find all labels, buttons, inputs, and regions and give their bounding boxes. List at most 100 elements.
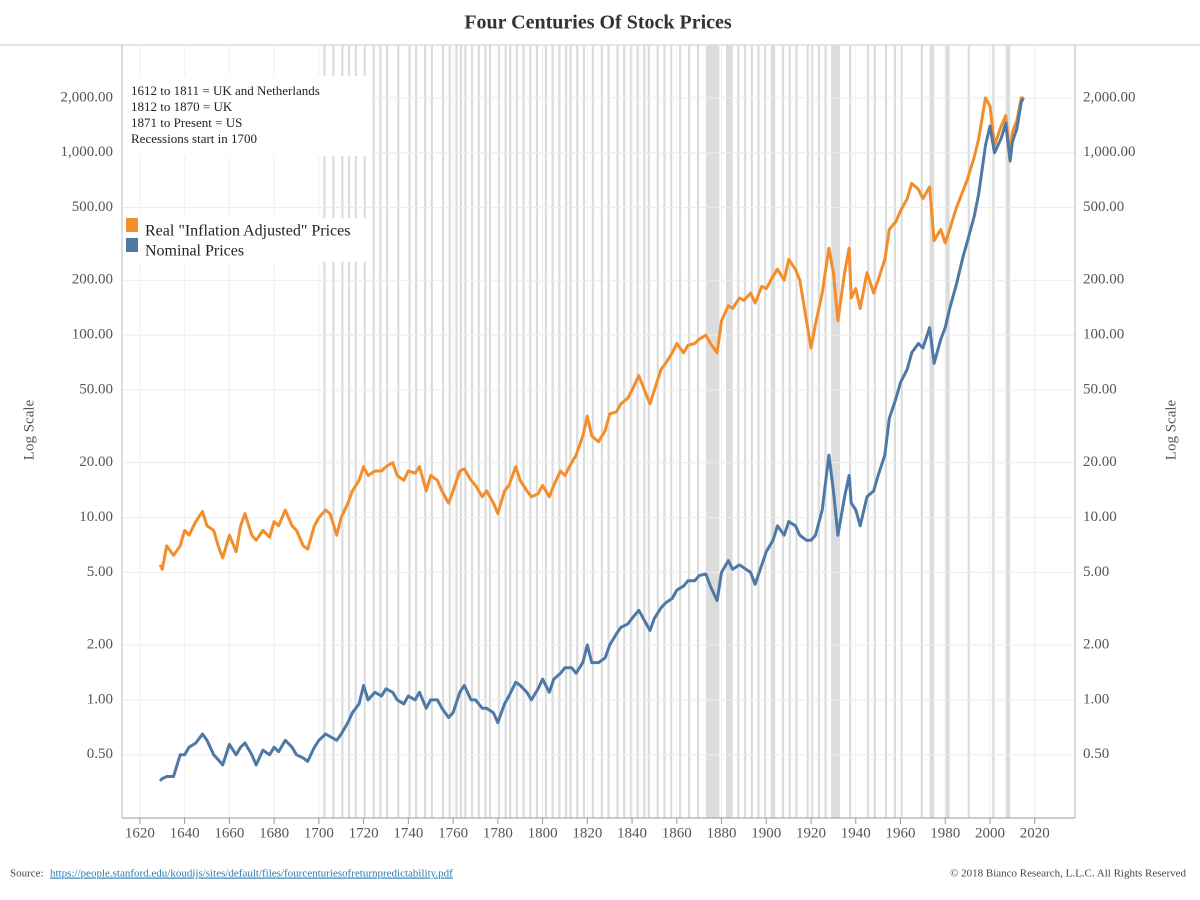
annotation: 1612 to 1811 = UK and Netherlands	[131, 83, 320, 98]
recession-bar	[484, 45, 487, 818]
y2-tick-label: 20.00	[1083, 454, 1117, 470]
recession-bar	[770, 45, 776, 818]
recession-bar	[866, 45, 870, 818]
recession-bar	[929, 45, 935, 818]
x-tick-label: 2000	[975, 825, 1005, 841]
recession-bar	[372, 45, 375, 818]
recession-bar	[705, 45, 720, 818]
recession-bar	[750, 45, 753, 818]
recession-bar	[441, 45, 445, 818]
y2-tick-label: 50.00	[1083, 381, 1117, 397]
recession-bar	[464, 45, 467, 818]
legend-box	[122, 218, 372, 262]
recession-bar	[569, 45, 572, 818]
recession-bar	[408, 45, 411, 818]
recession-bar	[515, 45, 518, 818]
recession-bar	[459, 45, 463, 818]
x-tick-label: 1900	[751, 825, 781, 841]
recession-bar	[488, 45, 492, 818]
x-tick-label: 1780	[483, 825, 513, 841]
recession-bar	[415, 45, 418, 818]
recession-bar	[893, 45, 897, 818]
recession-bar	[757, 45, 760, 818]
x-tick-label: 1640	[170, 825, 200, 841]
recession-bar	[509, 45, 512, 818]
y2-tick-label: 1,000.00	[1083, 144, 1136, 160]
x-tick-label: 1720	[349, 825, 379, 841]
y2-tick-label: 100.00	[1083, 327, 1124, 343]
recession-bar	[945, 45, 950, 818]
x-tick-label: 1940	[841, 825, 871, 841]
recession-bar	[363, 45, 366, 818]
x-tick-label: 1920	[796, 825, 826, 841]
y-tick-label: 5.00	[87, 564, 113, 580]
y2-tick-label: 10.00	[1083, 509, 1117, 525]
y2-axis-label: Log Scale	[1163, 399, 1179, 460]
recession-bar	[817, 45, 820, 818]
recession-bar	[884, 45, 888, 818]
series-line	[158, 97, 1025, 782]
recession-bar	[781, 45, 785, 818]
annotation-box	[122, 76, 372, 156]
recession-bar	[764, 45, 767, 818]
y2-tick-label: 2,000.00	[1083, 89, 1136, 105]
recession-bar	[643, 45, 646, 818]
legend-label: Nominal Prices	[145, 243, 244, 260]
legend-swatch	[126, 218, 138, 232]
recession-bar	[591, 45, 595, 818]
y-tick-label: 2,000.00	[61, 89, 114, 105]
y-tick-label: 200.00	[72, 272, 113, 288]
x-tick-label: 1700	[304, 825, 334, 841]
recession-bar	[544, 45, 548, 818]
x-tick-label: 1840	[617, 825, 647, 841]
recession-bar	[623, 45, 626, 818]
recession-bar	[670, 45, 673, 818]
recession-bar	[806, 45, 809, 818]
recession-bar	[323, 45, 326, 818]
recession-bar	[455, 45, 458, 818]
recession-bar	[811, 45, 814, 818]
recession-bar	[600, 45, 603, 818]
recession-bar	[737, 45, 740, 818]
recession-bar	[448, 45, 451, 818]
recession-bar	[629, 45, 633, 818]
y2-tick-label: 2.00	[1083, 636, 1109, 652]
recession-bar	[551, 45, 554, 818]
x-tick-label: 1980	[930, 825, 960, 841]
recession-bar	[385, 45, 389, 818]
legend-swatch	[126, 238, 138, 252]
recession-bar	[607, 45, 610, 818]
recession-bar	[636, 45, 639, 818]
x-tick-label: 1820	[572, 825, 602, 841]
x-tick-label: 1860	[662, 825, 692, 841]
recession-bar	[920, 45, 923, 818]
x-tick-label: 1760	[438, 825, 468, 841]
y2-tick-label: 0.50	[1083, 746, 1109, 762]
annotation: 1812 to 1870 = UK	[131, 99, 233, 114]
recession-bar	[576, 45, 579, 818]
x-tick-label: 1800	[528, 825, 558, 841]
recession-bar	[696, 45, 700, 818]
source-label: Source:	[10, 868, 44, 880]
recession-bar	[687, 45, 691, 818]
recession-bar	[616, 45, 619, 818]
recession-bar	[332, 45, 335, 818]
source-link[interactable]: https://people.stanford.edu/koudijs/site…	[50, 868, 453, 880]
annotation: Recessions start in 1700	[131, 131, 257, 146]
y-tick-label: 500.00	[72, 199, 113, 215]
recession-bar	[726, 45, 733, 818]
plot-area	[122, 45, 1075, 818]
recession-bar	[497, 45, 501, 818]
y-tick-label: 10.00	[79, 509, 113, 525]
x-tick-label: 1620	[125, 825, 155, 841]
y-tick-label: 1.00	[87, 691, 113, 707]
recession-bar	[900, 45, 903, 818]
x-tick-label: 1740	[393, 825, 423, 841]
recession-bar	[656, 45, 659, 818]
x-tick-label: 1660	[214, 825, 244, 841]
recession-bar	[347, 45, 351, 818]
y-tick-label: 2.00	[87, 636, 113, 652]
recession-bar	[824, 45, 827, 818]
y-tick-label: 1,000.00	[61, 144, 114, 160]
recession-bar	[647, 45, 650, 818]
